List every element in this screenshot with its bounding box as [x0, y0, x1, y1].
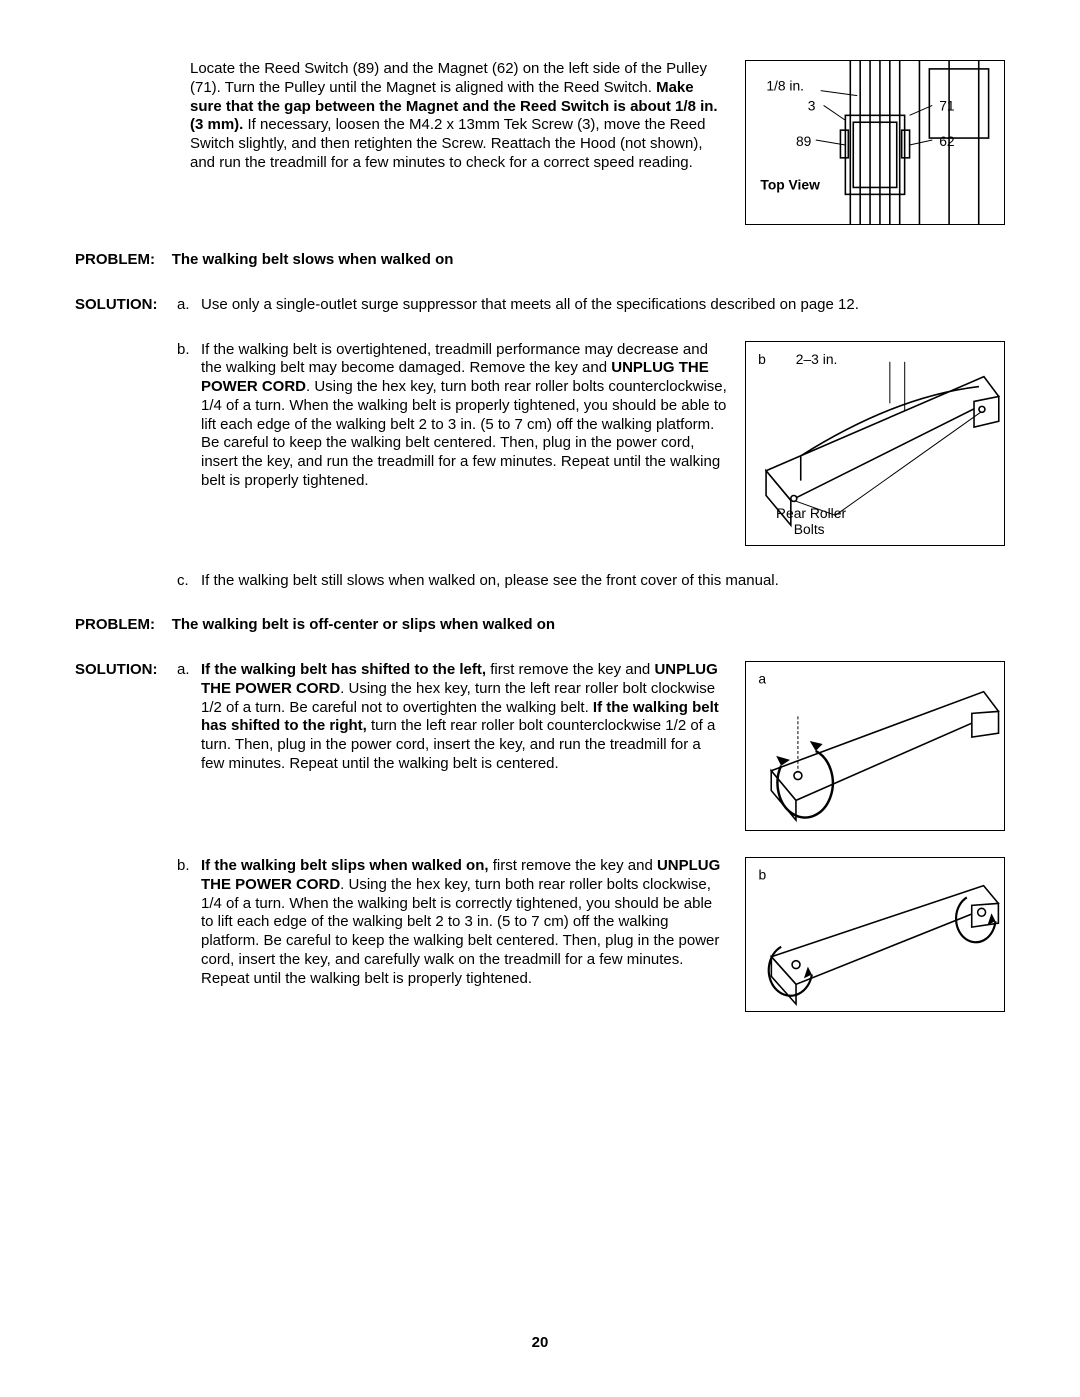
solution-2b-row: b. If the walking belt is overtightened,… — [75, 341, 1005, 546]
item-letter-c: c. — [177, 572, 195, 591]
solution-3a-row: SOLUTION: a. If the walking belt has shi… — [75, 661, 1005, 831]
fig2-label-rear2: Bolts — [794, 521, 825, 537]
solution-3b-row: b. If the walking belt slips when walked… — [75, 857, 1005, 1012]
sol3a-b1: If the walking belt has shifted to the l… — [201, 661, 486, 678]
item-letter-a: a. — [177, 296, 195, 315]
fig2-label-dim: 2–3 in. — [796, 350, 838, 366]
reed-text-pre: Locate the Reed Switch (89) and the Magn… — [190, 60, 707, 96]
sol3a-t1: first remove the key and — [486, 661, 654, 678]
reed-switch-section: Locate the Reed Switch (89) and the Magn… — [75, 60, 1005, 225]
solution-2a-row: SOLUTION: a. Use only a single-outlet su… — [75, 296, 1005, 315]
fig2-label-rear1: Rear Roller — [776, 505, 846, 521]
fig2-label-b: b — [758, 350, 766, 366]
belt-center-figure-b: b — [745, 857, 1005, 1012]
problem-label: PROBLEM: — [75, 251, 155, 268]
belt-slack-figure: b 2–3 in. Rear Roller Bolts — [745, 341, 1005, 546]
sol3b-t1: first remove the key and — [489, 857, 657, 874]
label-62: 62 — [939, 133, 954, 149]
top-view-svg: 1/8 in. 3 89 71 62 Top View — [746, 61, 1004, 224]
top-view-figure: 1/8 in. 3 89 71 62 Top View — [745, 60, 1005, 225]
item3-letter-a: a. — [177, 661, 195, 774]
solution-3b-col: b. If the walking belt slips when walked… — [75, 857, 727, 988]
problem-belt-slows: PROBLEM: The walking belt slows when wal… — [75, 251, 1005, 270]
belt-slack-svg: b 2–3 in. Rear Roller Bolts — [746, 342, 1004, 545]
problem3-text: The walking belt is off-center or slips … — [172, 616, 555, 633]
label-89: 89 — [796, 133, 812, 149]
solution-2c-row: c. If the walking belt still slows when … — [75, 572, 1005, 591]
label-71: 71 — [939, 97, 955, 113]
item-text-2c: If the walking belt still slows when wal… — [201, 572, 1005, 591]
item-text-2a: Use only a single-outlet surge suppresso… — [201, 296, 1005, 315]
reed-switch-text: Locate the Reed Switch (89) and the Magn… — [75, 60, 727, 173]
belt-center-a-svg: a — [746, 662, 1004, 830]
label-3: 3 — [808, 97, 816, 113]
reed-text-post: If necessary, loosen the M4.2 x 13mm Tek… — [190, 116, 706, 171]
sol3b-b1: If the walking belt slips when walked on… — [201, 857, 489, 874]
solution-2b-col: b. If the walking belt is overtightened,… — [75, 341, 727, 491]
item3-letter-b: b. — [177, 857, 195, 988]
fig3b-label: b — [759, 867, 767, 883]
solution3-label: SOLUTION: — [75, 661, 171, 774]
belt-center-b-svg: b — [746, 858, 1004, 1011]
problem-belt-offcenter: PROBLEM: The walking belt is off-center … — [75, 616, 1005, 635]
solution-3a-col: SOLUTION: a. If the walking belt has shi… — [75, 661, 727, 774]
label-1-8-in: 1/8 in. — [766, 78, 804, 94]
problem3-label: PROBLEM: — [75, 616, 155, 633]
page-number: 20 — [0, 1334, 1080, 1353]
solution-label: SOLUTION: — [75, 296, 171, 315]
manual-page: Locate the Reed Switch (89) and the Magn… — [0, 0, 1080, 1397]
belt-center-figure-a: a — [745, 661, 1005, 831]
label-top-view: Top View — [760, 176, 820, 192]
item-letter-b: b. — [177, 341, 195, 491]
fig3a-label: a — [758, 671, 766, 687]
problem-text: The walking belt slows when walked on — [172, 251, 454, 268]
